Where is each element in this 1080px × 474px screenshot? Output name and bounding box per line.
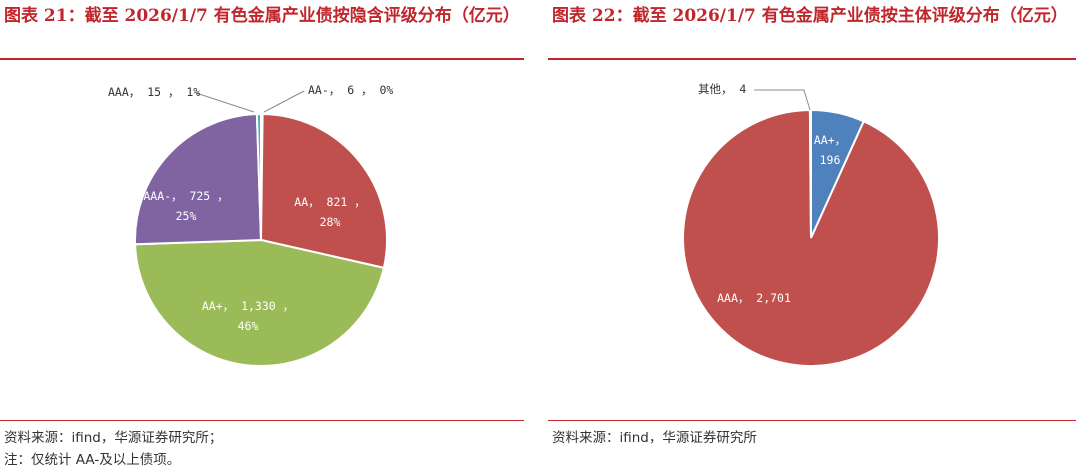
source-note: 资料来源：ifind，华源证券研究所；	[4, 430, 223, 446]
pie-slices	[682, 108, 940, 367]
source-divider	[0, 420, 524, 421]
plot-area: AA-， 6 ， 0% AA， 821 ， 28% AA+， 1,330 ， 46% AA…	[0, 66, 524, 418]
data-label-other: 其他， 4	[698, 82, 746, 96]
data-label-aa: AA， 821 ， 28%	[294, 195, 365, 229]
source-note: 资料来源：ifind，华源证券研究所	[552, 430, 757, 446]
data-label-aa-minus: AA-， 6 ， 0%	[308, 83, 393, 97]
footnote: 注：仅统计 AA-及以上债项。	[4, 452, 181, 468]
title-divider	[548, 58, 1076, 60]
plot-area: AA+， 196 AAA， 2,701 其他， 4	[548, 66, 1076, 418]
pie-chart: AA-， 6 ， 0% AA， 821 ， 28% AA+， 1,330 ， 46% AA…	[108, 83, 393, 367]
pie-slice-other	[808, 108, 812, 239]
data-label-aa-plus: AA+， 196	[814, 133, 846, 167]
pie-slice-aa-plus	[134, 238, 386, 367]
source-divider	[548, 420, 1076, 421]
leader-line-aa-minus	[263, 90, 305, 113]
leader-line-other	[754, 89, 811, 111]
pie-slices	[134, 112, 388, 367]
data-label-aaa: AAA， 15 ， 1%	[108, 85, 200, 99]
pie-chart: AA+， 196 AAA， 2,701 其他， 4	[682, 82, 940, 367]
chart-title: 图表 22：截至 2026/1/7 有色金属产业债按主体评级分布（亿元）	[552, 6, 1068, 26]
title-divider	[0, 58, 524, 60]
pie-labels: AA+， 196 AAA， 2,701 其他， 4	[698, 82, 846, 305]
pie-slice-aa	[259, 112, 388, 270]
data-label-aaa-minus: AAA-， 725 ， 25%	[143, 189, 228, 223]
pie-labels: AA-， 6 ， 0% AA， 821 ， 28% AA+， 1,330 ， 46% AA…	[108, 83, 393, 333]
chart-title: 图表 21：截至 2026/1/7 有色金属产业债按隐含评级分布（亿元）	[4, 6, 520, 26]
data-label-aa-plus: AA+， 1,330 ， 46%	[202, 299, 294, 333]
data-label-aaa: AAA， 2,701	[717, 291, 791, 305]
pie-slice-aaa-minus	[134, 113, 263, 246]
leader-line-aaa	[195, 92, 255, 113]
pie-slice-aaa	[255, 112, 262, 241]
